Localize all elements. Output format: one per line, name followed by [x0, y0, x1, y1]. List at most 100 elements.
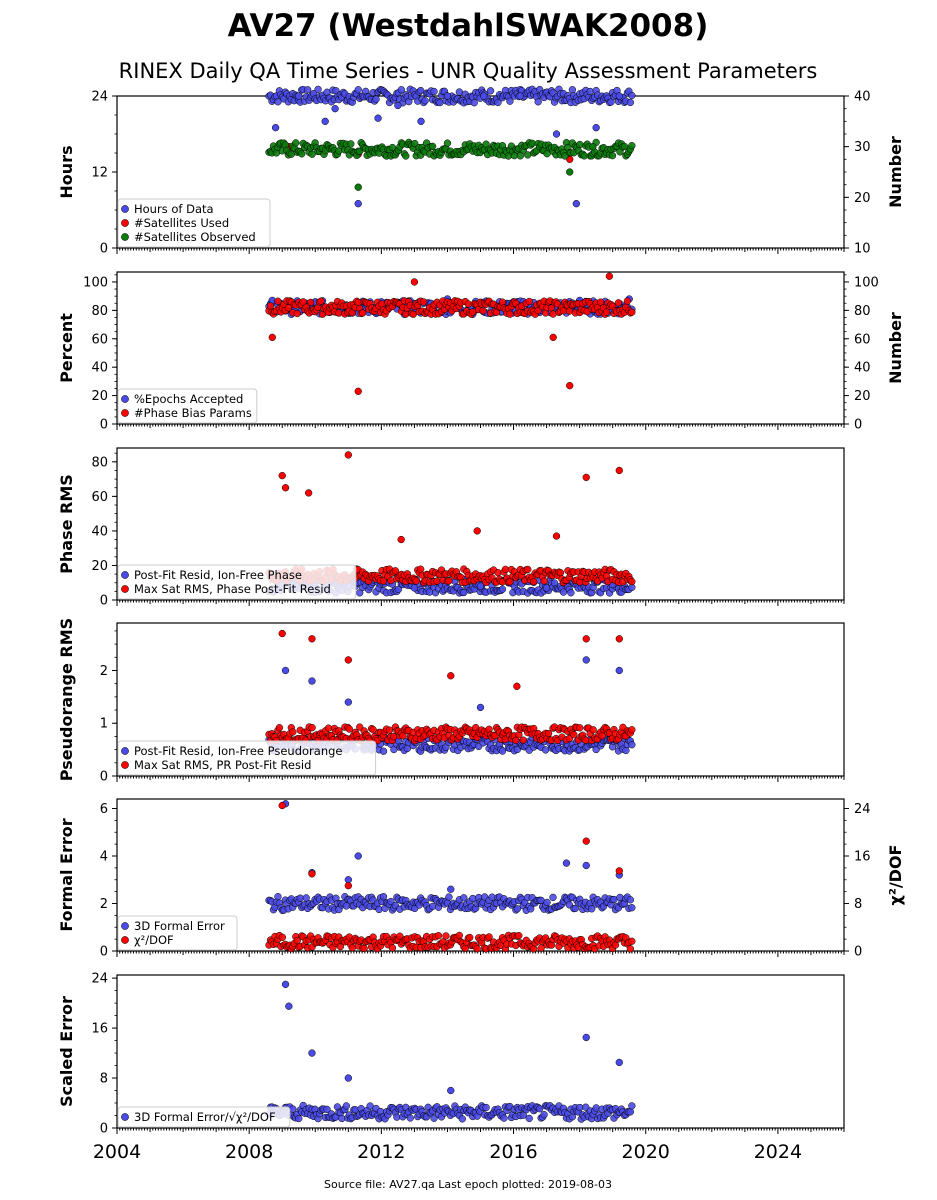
data-point — [308, 870, 316, 878]
data-point — [626, 98, 635, 107]
data-point — [552, 130, 561, 138]
data-point — [308, 635, 316, 643]
data-point — [500, 1114, 508, 1122]
data-point — [433, 577, 441, 585]
data-point — [582, 837, 590, 845]
y-tick-label: 2 — [100, 897, 108, 912]
series-1 — [265, 800, 636, 914]
data-point — [379, 747, 388, 755]
data-point — [447, 885, 455, 893]
data-point — [566, 168, 574, 176]
y-right-tick-label: 40 — [854, 361, 871, 376]
x-tick-label: 2016 — [489, 1141, 537, 1163]
data-point — [576, 724, 584, 732]
data-point — [567, 589, 575, 597]
legend-label: #Satellites Observed — [134, 230, 256, 244]
data-point — [549, 333, 557, 341]
data-point — [628, 726, 636, 734]
data-point — [611, 941, 620, 949]
y-right-tick-label: 100 — [854, 275, 879, 290]
data-point — [615, 466, 623, 475]
data-point — [442, 932, 450, 940]
data-point — [278, 801, 286, 810]
data-point — [498, 585, 507, 593]
data-point — [582, 635, 590, 643]
data-point — [540, 1110, 548, 1119]
data-point — [274, 98, 282, 106]
data-point — [513, 682, 521, 690]
data-point — [473, 527, 481, 535]
y-right-tick-label: 20 — [854, 389, 871, 404]
x-tick-label: 2020 — [622, 1141, 670, 1163]
data-point — [615, 92, 623, 100]
data-point — [515, 931, 523, 940]
data-point — [281, 484, 290, 492]
data-point — [568, 86, 577, 94]
panel-4: 0 1 2 Pseudorange RMS Post-Fit Resid, Ion-Fr… — [57, 618, 845, 785]
y-tick-label: 80 — [91, 455, 108, 470]
panel-2: 0 20 40 60 80 100 Percent 0 20 40 60 80 100 Number %Ep… — [57, 271, 905, 433]
data-point — [628, 1102, 636, 1110]
data-point — [274, 893, 282, 901]
data-point — [284, 304, 292, 312]
figure-subtitle: RINEX Daily QA Time Series - UNR Quality… — [119, 59, 818, 83]
data-point — [347, 140, 355, 148]
data-point — [417, 117, 425, 125]
data-point — [566, 381, 574, 390]
data-point — [570, 731, 578, 739]
y-tick-label: 80 — [91, 304, 108, 319]
data-point — [447, 672, 455, 680]
data-point — [620, 142, 629, 151]
legend-marker — [121, 571, 129, 579]
y-axis-label-right: Number — [886, 312, 905, 384]
data-point — [623, 297, 632, 305]
legend-label: Post-Fit Resid, Ion-Free Pseudorange — [134, 744, 342, 758]
data-point — [626, 896, 635, 904]
series-2 — [265, 272, 636, 395]
data-point — [293, 309, 301, 318]
data-point — [486, 87, 495, 95]
data-point — [345, 725, 353, 733]
data-point — [321, 117, 329, 125]
data-point — [434, 932, 443, 940]
y-tick-label: 0 — [100, 945, 108, 960]
data-point — [342, 1102, 350, 1110]
y-tick-label: 0 — [100, 770, 108, 785]
y-tick-label: 0 — [100, 242, 108, 257]
data-point — [372, 95, 380, 103]
series-1 — [265, 85, 636, 208]
data-point — [394, 101, 402, 110]
data-point — [559, 588, 568, 596]
data-point — [542, 584, 551, 592]
y-tick-label: 0 — [100, 418, 108, 433]
data-point — [278, 933, 287, 941]
data-point — [445, 893, 453, 901]
legend-label: Hours of Data — [134, 202, 214, 216]
data-point — [628, 308, 636, 316]
data-point — [572, 200, 580, 208]
data-point — [626, 1108, 635, 1116]
data-point — [430, 87, 438, 96]
legend-marker — [121, 395, 129, 403]
data-point — [304, 86, 312, 94]
y-tick-label: 6 — [100, 802, 108, 817]
data-point — [455, 931, 464, 940]
data-point — [308, 724, 316, 732]
legend-marker — [121, 1113, 129, 1121]
data-point — [628, 741, 636, 749]
data-point — [582, 861, 590, 870]
legend-marker — [121, 205, 129, 213]
data-point — [530, 945, 538, 953]
y-tick-label: 0 — [100, 594, 108, 609]
x-tick-label: 2004 — [93, 1141, 141, 1163]
legend-marker — [121, 936, 129, 944]
data-point — [589, 726, 597, 734]
x-tick-label: 2008 — [225, 1141, 273, 1163]
data-point — [285, 1002, 293, 1010]
data-point — [466, 933, 474, 942]
data-point — [354, 852, 362, 860]
data-point — [360, 944, 368, 952]
data-point — [494, 98, 502, 107]
